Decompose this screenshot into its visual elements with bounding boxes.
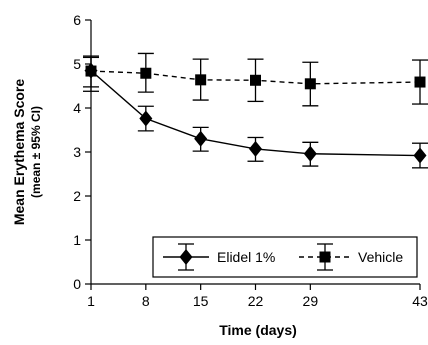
y-tick-label: 5 bbox=[73, 56, 81, 72]
series-layer bbox=[83, 52, 428, 169]
data-point-elidel bbox=[249, 140, 262, 157]
legend-label-elidel: Elidel 1% bbox=[217, 249, 275, 265]
x-tick-label: 29 bbox=[303, 293, 319, 309]
data-point-elidel bbox=[84, 62, 98, 79]
legend-marker-elidel bbox=[179, 249, 193, 265]
series-line-elidel bbox=[90, 70, 421, 157]
y-tick-label: 2 bbox=[73, 188, 81, 204]
legend: Elidel 1% Vehicle bbox=[152, 236, 418, 278]
data-point-vehicle bbox=[414, 76, 426, 88]
data-point-elidel bbox=[413, 147, 427, 164]
x-tick-label: 22 bbox=[248, 293, 264, 309]
series-elidel bbox=[83, 55, 428, 169]
y-tick-label: 1 bbox=[73, 232, 81, 248]
y-tick-label: 4 bbox=[73, 100, 81, 116]
data-point-vehicle bbox=[250, 74, 261, 86]
x-tick-label: 8 bbox=[142, 293, 150, 309]
series-line-vehicle bbox=[90, 70, 421, 85]
data-point-elidel bbox=[139, 110, 153, 127]
y-axis-label: Mean Erythema Score bbox=[11, 79, 27, 225]
data-point-vehicle bbox=[304, 78, 316, 90]
y-tick-label: 0 bbox=[73, 276, 81, 292]
data-point-vehicle bbox=[140, 67, 152, 79]
series-vehicle bbox=[83, 52, 428, 107]
data-point-vehicle bbox=[195, 74, 207, 86]
x-tick-label: 15 bbox=[193, 293, 209, 309]
y-tick-label: 3 bbox=[73, 144, 81, 160]
x-axis-label: Time (days) bbox=[219, 322, 297, 338]
y-axis-sublabel: (mean ± 95% CI) bbox=[29, 106, 43, 198]
data-point-elidel bbox=[303, 145, 317, 162]
legend-label-vehicle: Vehicle bbox=[358, 249, 403, 265]
data-point-elidel bbox=[194, 130, 208, 147]
legend-marker-vehicle bbox=[319, 251, 331, 263]
x-tick-label: 1 bbox=[87, 293, 95, 309]
y-tick-label: 6 bbox=[73, 12, 81, 28]
x-tick-label: 43 bbox=[412, 293, 428, 309]
